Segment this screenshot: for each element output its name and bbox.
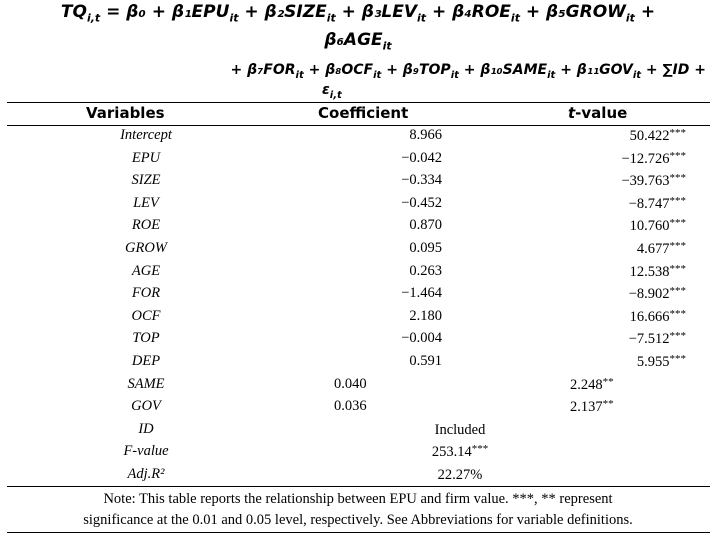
significance-stars: *** xyxy=(669,217,687,230)
significance-stars: *** xyxy=(669,262,687,275)
row-variable: EPU xyxy=(131,149,161,166)
row-coefficient: −0.042 xyxy=(401,149,442,166)
summary-number: 253.14 xyxy=(431,444,472,461)
tvalue-number: 4.677 xyxy=(636,241,670,257)
row-variable: GOV xyxy=(131,398,161,415)
row-coefficient: 0.591 xyxy=(409,353,442,369)
significance-stars: *** xyxy=(669,307,687,320)
row-tvalue: 12.538*** xyxy=(500,263,686,281)
row-tvalue: 10.760*** xyxy=(500,217,686,235)
significance-stars: *** xyxy=(669,172,687,185)
row-variable: SIZE xyxy=(131,172,161,189)
row-tvalue: 2.248** xyxy=(570,376,614,394)
tvalue-number: 12.538 xyxy=(629,263,670,280)
summary-number: 22.27% xyxy=(437,467,483,483)
summary-variable: F-value xyxy=(123,443,169,460)
tvalue-number: −39.763 xyxy=(621,173,670,190)
row-variable: FOR xyxy=(131,285,161,302)
row-coefficient: 8.966 xyxy=(409,127,442,143)
significance-stars: ** xyxy=(602,375,614,388)
significance-stars: ** xyxy=(602,398,614,411)
header-coefficient: Coefficient xyxy=(318,104,409,122)
row-coefficient: 0.095 xyxy=(409,240,442,256)
row-coefficient: 0.036 xyxy=(334,398,367,415)
row-coefficient: 2.180 xyxy=(409,307,442,324)
tvalue-number: 5.955 xyxy=(636,354,670,370)
significance-stars: *** xyxy=(669,285,687,298)
table-note: Note: This table reports the relationshi… xyxy=(0,489,716,531)
row-coefficient: 0.040 xyxy=(334,375,367,392)
tvalue-number: 10.760 xyxy=(629,218,670,235)
tvalue-number: 2.137 xyxy=(570,399,603,416)
summary-value: 22.27% xyxy=(380,466,540,484)
row-coefficient: −1.464 xyxy=(401,285,442,302)
summary-value: Included xyxy=(380,421,540,439)
header-rule-bottom xyxy=(7,125,710,126)
row-coefficient: −0.004 xyxy=(401,330,442,347)
tvalue-number: −7.512 xyxy=(628,331,670,348)
row-variable: AGE xyxy=(131,262,161,279)
row-tvalue: 2.137** xyxy=(570,398,614,416)
summary-variable: Adj.R² xyxy=(127,466,165,482)
row-variable: OCF xyxy=(131,307,161,324)
tvalue-number: −8.902 xyxy=(628,286,670,303)
row-tvalue: −12.726*** xyxy=(500,150,686,168)
row-variable: DEP xyxy=(131,353,161,369)
significance-stars: *** xyxy=(669,353,687,365)
row-variable: TOP xyxy=(132,330,160,347)
row-coefficient: −0.334 xyxy=(401,172,442,189)
row-tvalue: 50.422*** xyxy=(500,127,686,145)
row-tvalue: −39.763*** xyxy=(500,172,686,190)
tvalue-number: 2.248 xyxy=(570,376,603,393)
row-tvalue: 4.677*** xyxy=(500,240,686,258)
summary-variable: ID xyxy=(138,420,154,437)
tvalue-number: 16.666 xyxy=(629,308,670,325)
row-variable: SAME xyxy=(127,375,165,392)
header-tvalue: t-value xyxy=(568,104,628,122)
row-tvalue: −7.512*** xyxy=(500,330,686,348)
significance-stars: *** xyxy=(669,127,687,139)
row-variable: LEV xyxy=(133,194,159,211)
tvalue-number: −12.726 xyxy=(621,150,670,167)
tvalue-number: 50.422 xyxy=(629,128,670,144)
significance-stars: *** xyxy=(669,330,687,343)
significance-stars: *** xyxy=(669,240,687,252)
equation-line-1: TQi,t = β₀ + β₁EPUit + β₂SIZEit + β₃LEVi… xyxy=(60,2,656,25)
row-tvalue: 16.666*** xyxy=(500,308,686,326)
header-rule-top xyxy=(7,102,710,103)
note-line-2: significance at the 0.01 and 0.05 level,… xyxy=(83,512,633,528)
significance-stars: *** xyxy=(471,443,489,456)
header-variables: Variables xyxy=(86,104,165,122)
equation-line-3: + β₇FORit + β₈OCFit + β₉TOPit + β₁₀SAMEi… xyxy=(230,62,707,81)
tvalue-number: −8.747 xyxy=(628,195,670,212)
row-tvalue: −8.747*** xyxy=(500,195,686,213)
significance-stars: *** xyxy=(669,149,687,162)
summary-number: Included xyxy=(434,421,486,438)
row-coefficient: 0.263 xyxy=(409,262,442,279)
row-variable: ROE xyxy=(131,217,161,234)
row-coefficient: −0.452 xyxy=(401,194,442,211)
row-variable: Intercept xyxy=(120,127,172,143)
equation-line-2: β₆AGEit xyxy=(324,30,392,53)
equation-line-4: εi,t xyxy=(322,82,342,101)
significance-stars: *** xyxy=(669,194,687,207)
page-rule-bottom xyxy=(7,532,710,533)
note-line-1: Note: This table reports the relationshi… xyxy=(103,491,613,507)
row-variable: GROW xyxy=(125,240,167,256)
summary-value: 253.14*** xyxy=(380,443,540,461)
row-tvalue: 5.955*** xyxy=(500,353,686,371)
row-tvalue: −8.902*** xyxy=(500,285,686,303)
table-rule-bottom xyxy=(7,486,710,487)
row-coefficient: 0.870 xyxy=(409,217,442,234)
